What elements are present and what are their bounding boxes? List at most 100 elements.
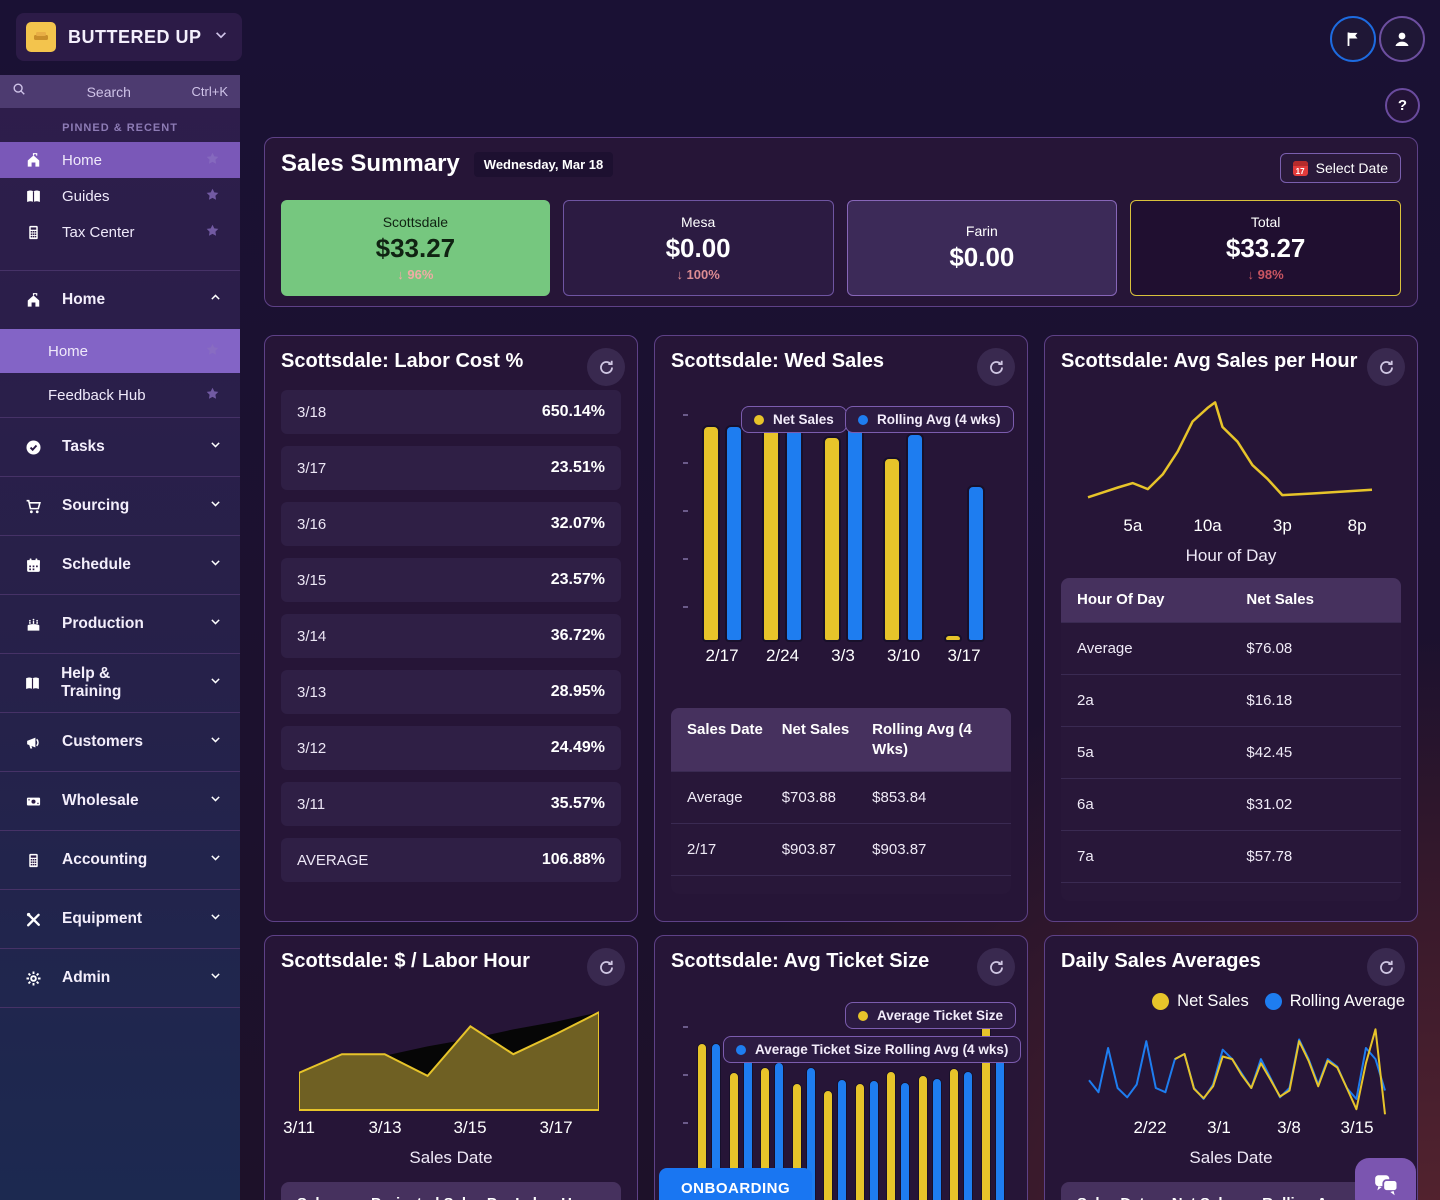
help-button[interactable]: ? (1385, 88, 1420, 123)
avg-ticket-bar (949, 1068, 959, 1200)
x-tick-label: 8p (1347, 516, 1367, 535)
x-tick-label: 3/11 (283, 1118, 315, 1137)
flag-button[interactable] (1330, 16, 1376, 62)
chevron-down-icon (209, 733, 222, 751)
star-icon[interactable] (205, 151, 220, 170)
row-label: 3/16 (297, 515, 327, 533)
net-sales-bar (883, 457, 901, 642)
legend-net-sales[interactable]: Net Sales (1152, 992, 1249, 1011)
sidebar-item-sourcing[interactable]: Sourcing (0, 476, 240, 535)
net-sales-bar (762, 410, 780, 642)
search-input[interactable]: Search Ctrl+K (0, 75, 240, 108)
column-header: Net Sales (781, 721, 850, 738)
rolling-avg-bar (868, 1080, 879, 1200)
stat-value: $0.00 (949, 242, 1015, 272)
table-row: 5a $42.45 (1061, 725, 1401, 778)
sidebar-item-help-training[interactable]: Help & Training (0, 653, 240, 712)
avg-ticket-bar (697, 1043, 707, 1200)
onboarding-button[interactable]: ONBOARDING (659, 1168, 813, 1200)
book-icon (24, 675, 41, 692)
net-sales-bar (943, 634, 962, 642)
table-cell: 6a (1077, 795, 1094, 813)
stat-card-scottsdale[interactable]: Scottsdale $33.27 ↓ 96% (281, 200, 550, 296)
search-placeholder: Search (86, 83, 131, 100)
daily-sales-averages-card: Daily Sales Averages Net Sales Rolling A… (1044, 935, 1418, 1200)
x-axis-ticks: 2/22 3/1 3/8 3/15 (1081, 1118, 1381, 1140)
labor-cost-row: 3/11 35.57% (281, 782, 621, 826)
sidebar-item-schedule[interactable]: Schedule (0, 535, 240, 594)
refresh-button[interactable] (587, 948, 625, 986)
legend-avg-ticket-rolling[interactable]: Average Ticket Size Rolling Avg (4 wks) (723, 1036, 1022, 1063)
legend-rolling-avg[interactable]: Rolling Avg (4 wks) (845, 406, 1014, 433)
chevron-down-icon (209, 792, 222, 810)
chevron-down-icon (209, 615, 222, 633)
sidebar-item-label: Schedule (62, 556, 131, 573)
legend-rolling-average[interactable]: Rolling Average (1264, 992, 1405, 1011)
stat-card-farin[interactable]: Farin $0.00 (846, 200, 1118, 296)
rolling-avg-bar (711, 1043, 721, 1200)
net-sales-bar (822, 436, 841, 642)
rolling-avg-bar (724, 425, 743, 642)
user-avatar-button[interactable] (1379, 16, 1425, 62)
table-row: 6a $31.02 (1061, 777, 1401, 830)
refresh-button[interactable] (587, 348, 625, 386)
sidebar-item-customers[interactable]: Customers (0, 712, 240, 771)
refresh-button[interactable] (1367, 348, 1405, 386)
sidebar-item-equipment[interactable]: Equipment (0, 889, 240, 948)
refresh-button[interactable] (1367, 948, 1405, 986)
refresh-button[interactable] (977, 348, 1015, 386)
column-header: Sales Date (687, 721, 763, 738)
labor-cost-row: 3/16 32.07% (281, 502, 621, 546)
location-stats-row: Scottsdale $33.27 ↓ 96% Mesa $0.00 ↓ 100% Fari… (281, 200, 1401, 296)
sidebar-item-tasks[interactable]: Tasks (0, 417, 240, 476)
calculator-icon (24, 852, 42, 869)
table-header: Hour Of Day Net Sales (1061, 578, 1401, 622)
wed-sales-card: Scottsdale: Wed Sales Net Sales Rolling … (654, 335, 1028, 922)
star-icon[interactable] (205, 187, 220, 206)
x-axis-label: Sales Date (1189, 1148, 1273, 1167)
star-icon[interactable] (205, 223, 220, 242)
labor-cost-row: 3/12 24.49% (281, 726, 621, 770)
sidebar-item-admin[interactable]: Admin (0, 948, 240, 1008)
sidebar-item-home[interactable]: Home (0, 142, 240, 178)
calendar-icon (24, 557, 42, 574)
sidebar-subitem-home[interactable]: Home (0, 329, 240, 373)
rolling-avg-bar (963, 1071, 973, 1200)
column-header: Net Sales (1172, 1194, 1252, 1200)
chat-button[interactable] (1355, 1158, 1416, 1200)
table-cell: $853.84 (872, 789, 927, 806)
sidebar-item-guides[interactable]: Guides (0, 178, 240, 214)
table-cell: 5a (1077, 743, 1094, 761)
money-icon (24, 793, 42, 810)
sidebar-item-tax-center[interactable]: Tax Center (0, 214, 240, 250)
table-cell: $57.78 (1246, 847, 1293, 865)
avg-sales-per-hour-card: Scottsdale: Avg Sales per Hour 5a 10a 3p 8p… (1044, 335, 1418, 922)
refresh-button[interactable] (977, 948, 1015, 986)
x-tick-label: 5a (1123, 516, 1143, 535)
stat-card-total[interactable]: Total $33.27 ↓ 98% (1130, 200, 1401, 296)
row-label: 3/12 (297, 739, 327, 757)
stat-name: Mesa (681, 214, 716, 230)
sidebar-item-home[interactable]: Home (0, 270, 240, 329)
star-icon[interactable] (205, 342, 220, 361)
sidebar-item-wholesale[interactable]: Wholesale (0, 771, 240, 830)
brand-menu[interactable]: BUTTERED UP (16, 13, 242, 61)
stat-change: ↓ 96% (397, 267, 434, 282)
stat-value: $0.00 (665, 233, 731, 263)
calendar-icon: 17 (1292, 160, 1308, 176)
y-axis-tick (683, 558, 688, 560)
select-date-button[interactable]: 17 Select Date (1279, 153, 1401, 183)
sidebar-item-accounting[interactable]: Accounting (0, 830, 240, 889)
x-tick-label: 10a (1193, 516, 1222, 535)
stat-card-mesa[interactable]: Mesa $0.00 ↓ 100% (562, 200, 834, 296)
legend-net-sales[interactable]: Net Sales (741, 406, 847, 433)
sidebar-item-label: Sourcing (62, 497, 130, 514)
legend-avg-ticket-size[interactable]: Average Ticket Size (845, 1002, 1017, 1029)
sidebar-item-production[interactable]: Production (0, 594, 240, 653)
stat-name: Total (1250, 214, 1281, 230)
star-icon[interactable] (205, 386, 220, 405)
row-value: 32.07% (550, 515, 605, 532)
table-row (671, 875, 1011, 894)
sidebar-subitem-feedback-hub[interactable]: Feedback Hub (0, 373, 240, 417)
